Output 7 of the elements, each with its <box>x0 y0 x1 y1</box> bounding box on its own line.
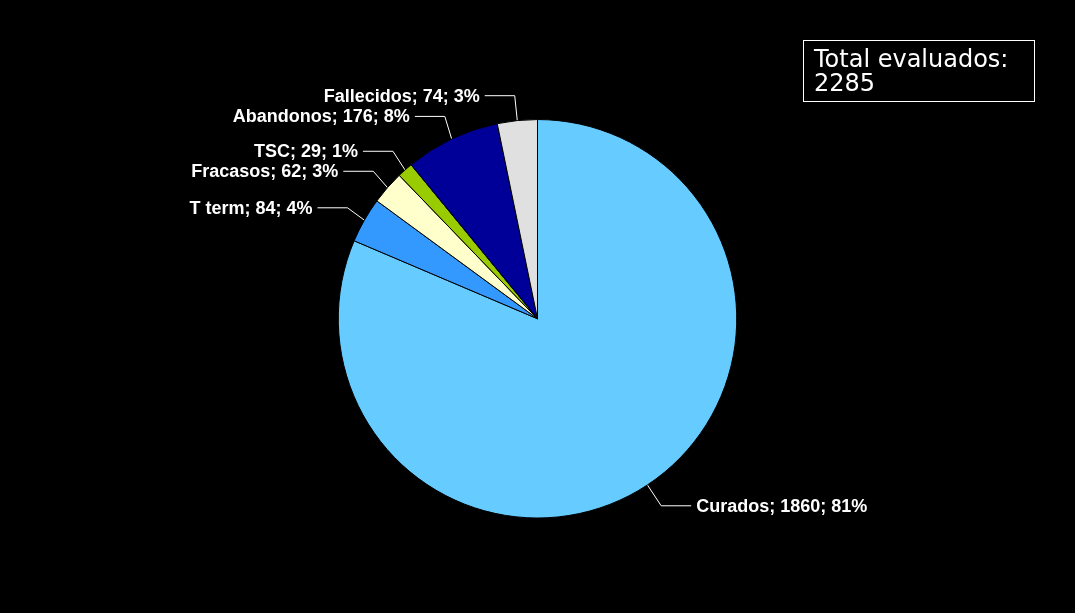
slice-label: Fallecidos; 74; 3% <box>323 85 480 106</box>
slice-label: Abandonos; 176; 8% <box>232 106 410 127</box>
slice-label: Fracasos; 62; 3% <box>191 161 339 182</box>
text: Total evaluados: 2285 <box>813 45 1017 97</box>
slice-label: T term; 84; 4% <box>189 197 313 218</box>
slice-label: Curados; 1860; 81% <box>696 495 868 516</box>
slice-label: TSC; 29; 1% <box>253 141 358 162</box>
